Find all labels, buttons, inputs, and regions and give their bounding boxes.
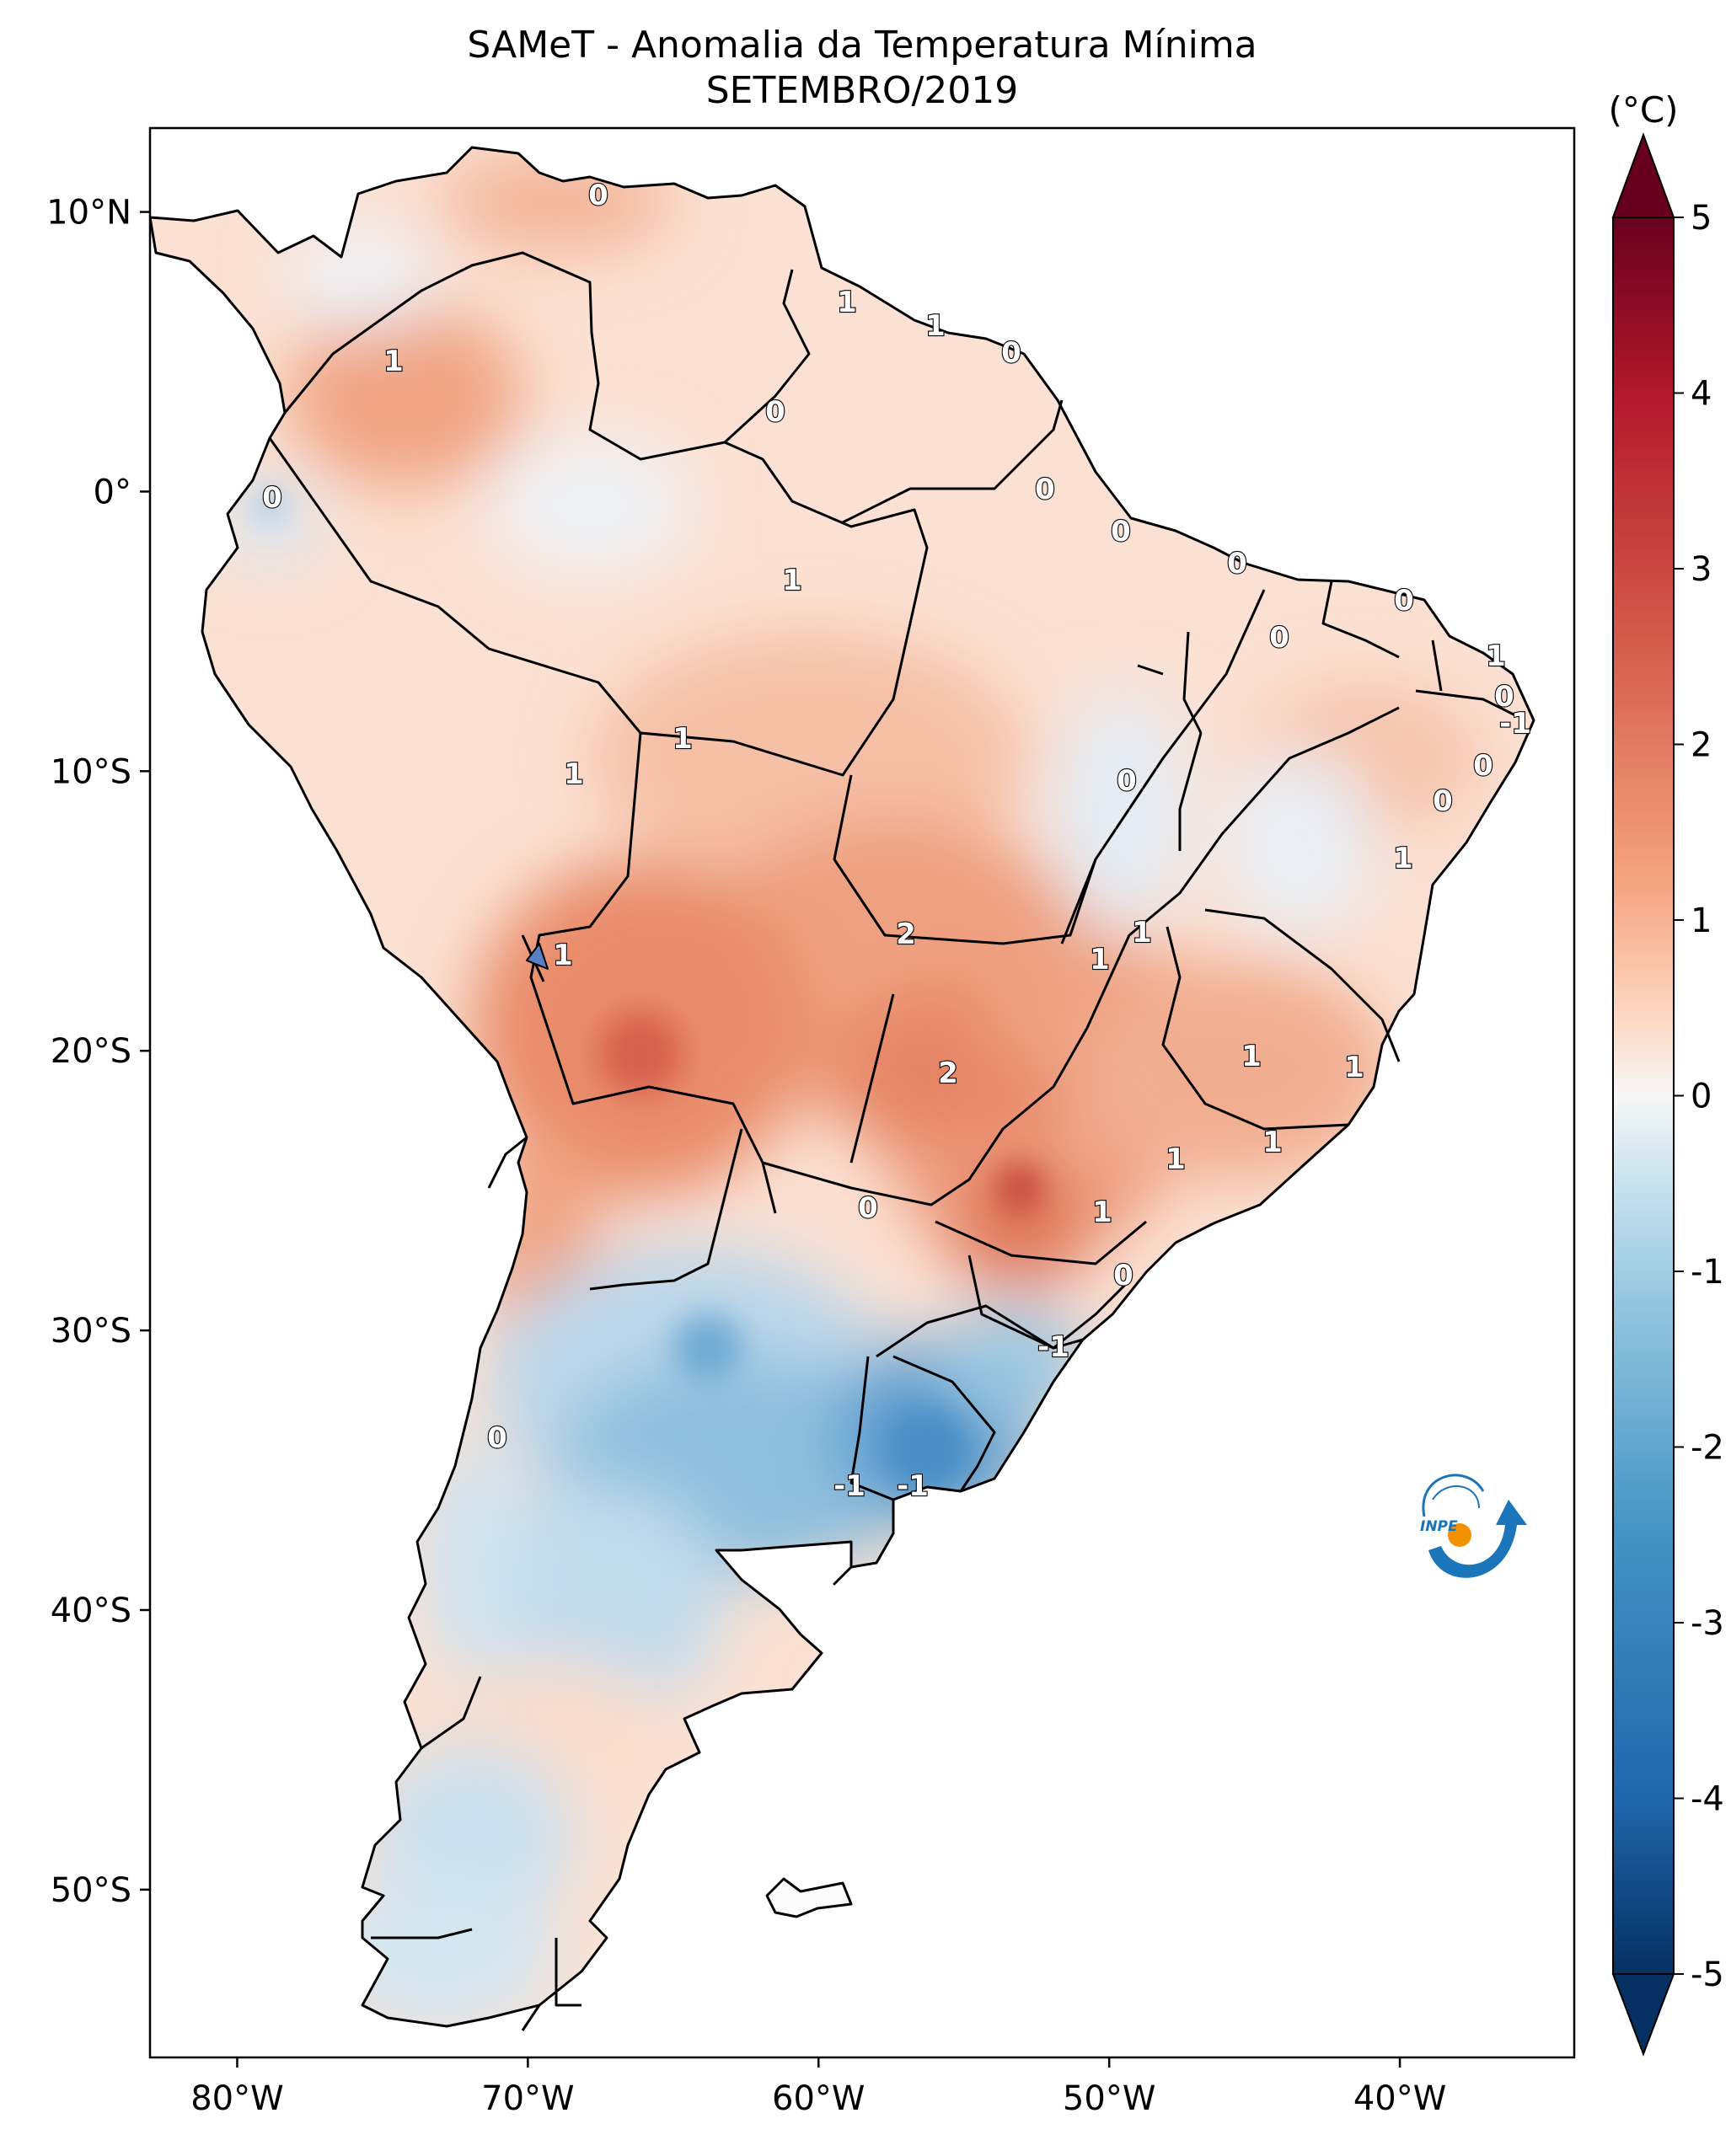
latitude-axis: 10°N 0° 10°S 20°S 30°S 40°S 50°S [46,194,150,1910]
contour-labels: 0 1 1 0 0 1 0 1 0 0 0 0 1 0 -1 0 0 1 0 1 [261,178,1532,1504]
colorbar-unit: (°C) [1608,89,1678,131]
longitude-axis: 80°W 70°W 60°W 50°W 40°W [190,2057,1446,2118]
lon-tick-label: 60°W [772,2079,865,2118]
colorbar-tick-label: -1 [1691,1253,1724,1292]
contour-label: 1 [383,345,404,378]
contour-label: 0 [1394,584,1414,618]
contour-label: 1 [553,939,573,972]
colorbar-tick-label: 5 [1691,199,1712,238]
contour-label: -1 [833,1469,866,1503]
lon-tick-label: 70°W [481,2079,574,2118]
contour-label: 1 [837,286,857,319]
inpe-logo-text: INPE [1420,1518,1458,1535]
contour-label: 0 [858,1191,878,1225]
contour-label: 1 [1486,639,1506,673]
lat-tick-label: 0° [94,473,131,511]
colorbar-tick-label: 0 [1691,1078,1712,1116]
contour-label: 1 [1090,943,1110,976]
contour-label: 1 [1092,1196,1112,1229]
lat-tick-label: 30°S [51,1312,131,1351]
contour-label: 0 [262,481,282,515]
contour-label: 0 [1035,473,1055,506]
contour-label: 1 [1166,1142,1186,1176]
colorbar-body [1612,217,1675,1975]
colorbar-tick-label: 2 [1691,726,1712,765]
contour-label: 0 [1494,680,1514,714]
colorbar-max-extend [1611,132,1675,218]
contour-label: -1 [897,1469,929,1503]
colorbar-tick-label: 4 [1691,375,1712,414]
lat-tick-label: 20°S [51,1032,131,1071]
contour-label: 1 [564,757,584,791]
contour-label: -1 [1037,1330,1069,1364]
colorbar-tick-label: -2 [1691,1429,1724,1468]
contour-label: 0 [1227,547,1247,580]
contour-label: 1 [1262,1126,1283,1159]
contour-label: 0 [1001,336,1021,370]
lat-tick-label: 10°S [51,752,131,791]
map-frame [148,126,1576,2059]
contour-label: 0 [765,395,785,429]
map-subtitle: SETEMBRO/2019 [705,69,1019,112]
contour-label: 1 [1344,1051,1364,1084]
contour-label: 1 [782,564,802,597]
contour-label: 1 [1132,916,1152,950]
contour-label: 0 [487,1421,507,1455]
country-borders [150,146,1535,2031]
lon-tick-label: 80°W [190,2079,283,2118]
contour-label: 1 [1241,1040,1262,1073]
colorbar-min-extend [1611,1973,1675,2057]
map-title: SAMeT - Anomalia da Temperatura Mínima [467,24,1257,67]
colorbar-ticks: 5 4 3 2 1 0 -1 -2 -3 -4 -5 [1674,199,1724,1994]
colorbar: (°C) 5 4 3 2 1 0 -1 -2 -3 -4 -5 [1608,89,1724,2057]
contour-label: 0 [1113,1259,1133,1292]
colorbar-tick-label: -3 [1691,1604,1724,1643]
contour-label: 2 [896,918,916,951]
lat-tick-label: 10°N [46,194,131,233]
contour-label: -1 [1499,707,1531,741]
lon-tick-label: 40°W [1353,2079,1446,2118]
colorbar-tick-label: -4 [1691,1780,1724,1819]
inpe-logo: INPE [1420,1474,1527,1578]
contour-label: 0 [588,179,608,212]
lat-tick-label: 50°S [51,1871,131,1910]
contour-label: 0 [1117,764,1137,798]
contour-label: 2 [938,1057,958,1090]
contour-label: 0 [1269,621,1289,655]
lon-tick-label: 50°W [1063,2079,1155,2118]
contour-label: 1 [1393,842,1413,875]
contour-label: 1 [925,309,946,343]
colorbar-tick-label: -5 [1691,1955,1724,1994]
contour-label: 0 [1473,749,1493,783]
colorbar-tick-label: 3 [1691,550,1712,589]
contour-label: 0 [1111,515,1131,548]
colorbar-tick-label: 1 [1691,901,1712,940]
contour-label: 1 [673,722,693,756]
lat-tick-label: 40°S [51,1592,131,1630]
contour-label: 0 [1433,784,1453,818]
